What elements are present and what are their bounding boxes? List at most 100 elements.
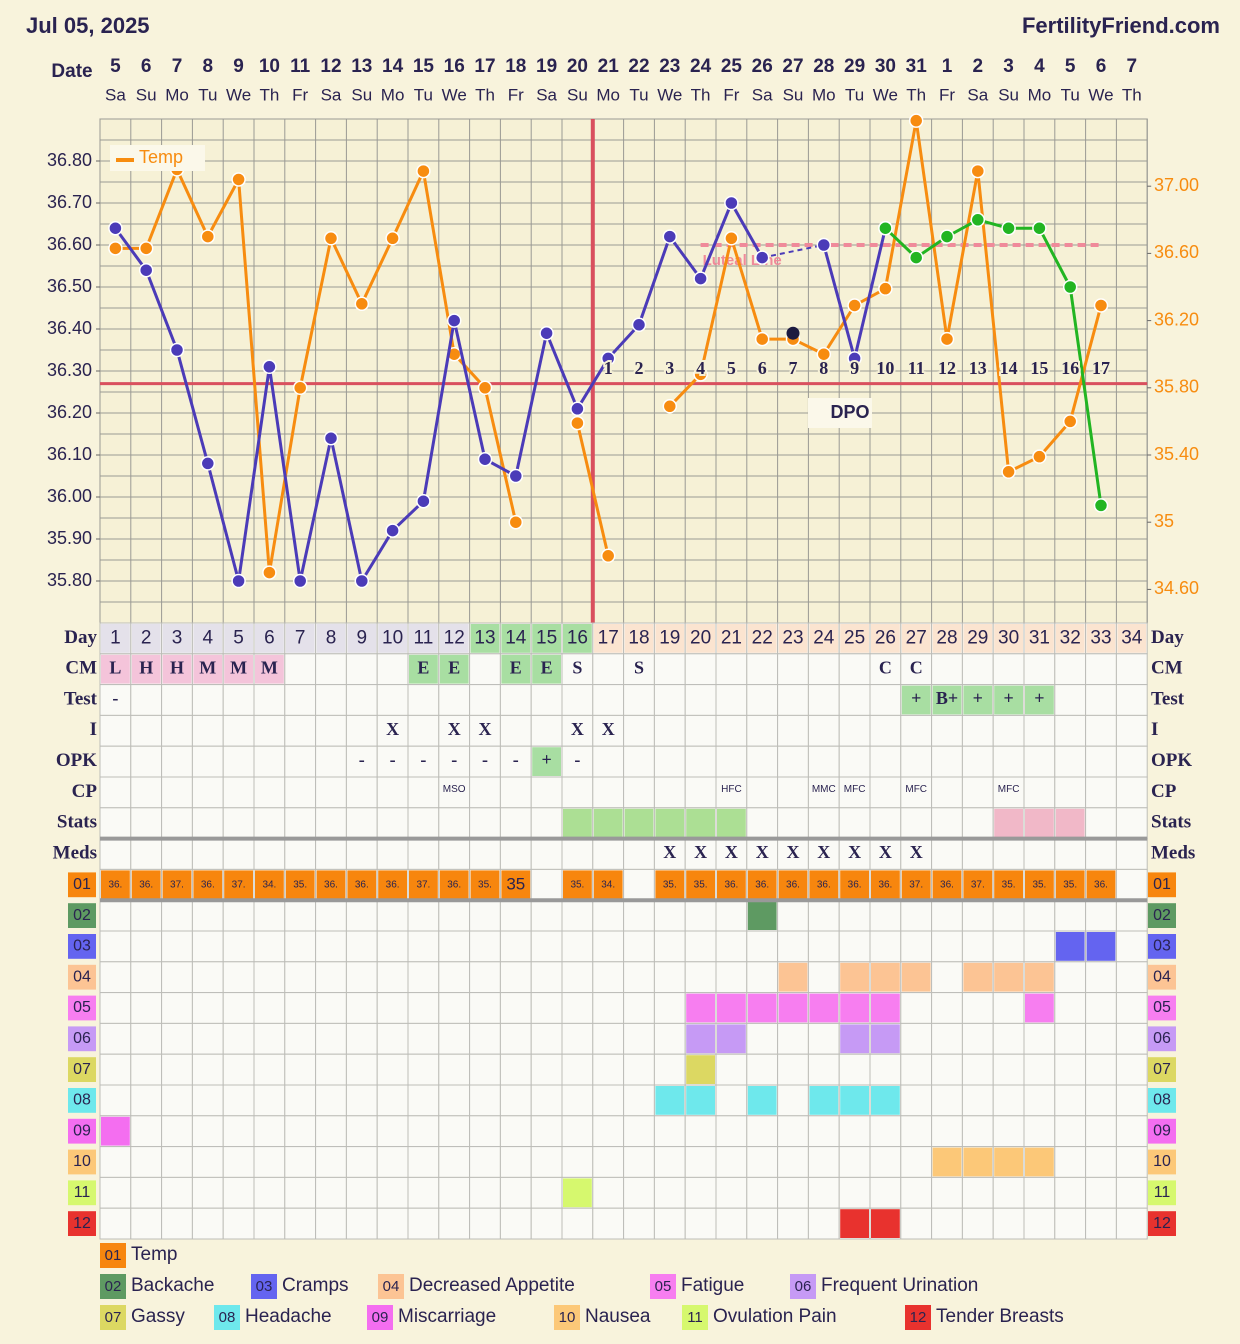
- table-cell: [530, 1176, 563, 1209]
- symptom-cell: [871, 1086, 900, 1115]
- day-number: 21: [721, 627, 742, 648]
- temp-cell: [593, 870, 623, 900]
- table-cell: [345, 1084, 378, 1117]
- temp-point: [724, 195, 739, 211]
- table-cell: [222, 899, 255, 932]
- table-cell: [653, 961, 686, 994]
- table-cell: [777, 899, 809, 932]
- temp-point: [847, 351, 862, 366]
- day-number: 22: [752, 627, 773, 648]
- temp-cell: [439, 870, 469, 900]
- temp-cell-label: 36.: [848, 879, 862, 890]
- weekday-label: Mo: [381, 85, 405, 104]
- temp-point: [385, 231, 400, 246]
- row-label-right: CP: [1151, 781, 1177, 802]
- table-cell: [807, 776, 840, 809]
- cell-text: L: [109, 657, 121, 677]
- table-cell: [469, 1053, 501, 1086]
- table-cell: [653, 745, 686, 778]
- dpo-number: 16: [1061, 358, 1079, 378]
- code-box: [68, 1180, 96, 1206]
- table-cell: [469, 807, 501, 840]
- table-cell: [777, 1207, 809, 1240]
- table-cell: [561, 992, 594, 1024]
- temp-cell-label: 34.: [262, 879, 276, 890]
- legend-name: Frequent Urination: [821, 1275, 978, 1296]
- table-cell: [746, 1022, 779, 1055]
- table-cell: [623, 899, 655, 932]
- temp-cell-label: 35.: [694, 879, 708, 890]
- table-cell: [807, 1146, 840, 1178]
- cell-text: H: [139, 657, 153, 677]
- table-cell: [1115, 930, 1148, 963]
- weekday-label: Su: [136, 85, 157, 104]
- legend-code: 01: [105, 1247, 122, 1264]
- temp-cell-label: 36.: [817, 879, 831, 890]
- table-cell: [499, 930, 532, 963]
- temp-point: [970, 163, 986, 179]
- table-cell: [284, 1022, 317, 1055]
- table-cell: [777, 714, 809, 747]
- table-cell: [99, 930, 132, 963]
- table-cell: [931, 838, 963, 870]
- table-cell: [623, 1176, 655, 1209]
- symptom-cell: [1025, 993, 1054, 1023]
- temp-cell-label: 35.: [663, 879, 677, 890]
- weekday-label: Tu: [414, 85, 433, 104]
- table-cell: [161, 1053, 193, 1086]
- date-label: 25: [721, 56, 743, 77]
- table-cell: [253, 1053, 286, 1086]
- temp-cell: [963, 870, 993, 900]
- legend-name: Tender Breasts: [936, 1306, 1064, 1327]
- table-cell: [746, 1146, 779, 1178]
- table-cell: [376, 992, 409, 1024]
- table-cell: [222, 961, 255, 994]
- shaded-cell: [1117, 624, 1147, 653]
- table-cell: [807, 807, 840, 840]
- day-number: 3: [172, 627, 183, 648]
- table-cell: [1023, 1207, 1056, 1240]
- table-cell: [777, 745, 809, 778]
- day-number: 29: [967, 627, 988, 648]
- row-label-right: Meds: [1151, 842, 1195, 863]
- table-cell: [746, 776, 779, 809]
- date-label: 6: [141, 56, 152, 77]
- dpo-number: 10: [876, 358, 894, 378]
- shaded-cell: [593, 624, 623, 653]
- weekday-label: We: [873, 85, 898, 104]
- table-cell: [438, 1022, 471, 1055]
- table-cell: [869, 930, 902, 963]
- weekday-label: Su: [998, 85, 1019, 104]
- table-cell: [869, 1115, 902, 1148]
- table-cell: [407, 776, 440, 809]
- table-cell: [592, 838, 625, 870]
- date-label: 30: [875, 56, 896, 77]
- temp-cell: [409, 870, 438, 900]
- table-cell: [130, 714, 163, 747]
- table-cell: [130, 992, 163, 1024]
- table-cell: [1085, 961, 1117, 994]
- table-cell: [376, 930, 409, 963]
- table-cell: [345, 1176, 378, 1209]
- table-cell: [561, 1053, 594, 1086]
- cell-text: +: [1034, 688, 1044, 708]
- day-number: 23: [782, 627, 803, 648]
- table-cell: [715, 1207, 748, 1240]
- temp-cell-label: 36.: [139, 879, 153, 890]
- table-cell: [284, 1084, 317, 1117]
- code-box: [1148, 995, 1176, 1021]
- table-cell: [345, 1207, 378, 1240]
- table-cell: [1054, 1022, 1087, 1055]
- table-cell: [99, 899, 132, 932]
- table-cell: [1085, 1084, 1117, 1117]
- code-box: [68, 1057, 96, 1082]
- shaded-cell: [809, 624, 839, 653]
- table-cell: [130, 899, 163, 932]
- table-cell: [807, 1053, 840, 1086]
- table-cell: [191, 745, 224, 778]
- table-cell: [499, 684, 532, 716]
- legend-code: 08: [219, 1309, 236, 1326]
- table-cell: [961, 745, 994, 778]
- weekday-label: Fr: [292, 85, 308, 104]
